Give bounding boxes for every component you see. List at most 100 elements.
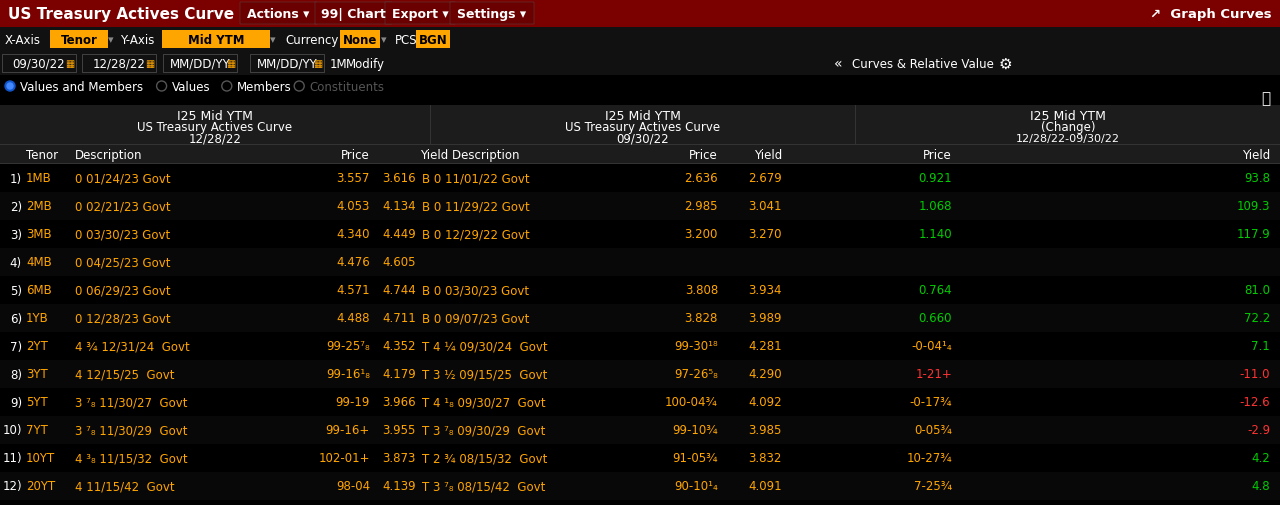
Text: 9): 9): [10, 396, 22, 409]
Text: 102-01+: 102-01+: [319, 451, 370, 465]
Text: 12): 12): [3, 480, 22, 492]
Text: 3.200: 3.200: [685, 228, 718, 241]
Text: ▦: ▦: [65, 59, 74, 69]
Text: 90-10¹₄: 90-10¹₄: [675, 480, 718, 492]
Text: 4.2: 4.2: [1252, 451, 1270, 465]
Text: B 0 09/07/23 Govt: B 0 09/07/23 Govt: [422, 312, 530, 325]
Text: 99-30¹⁸: 99-30¹⁸: [675, 340, 718, 353]
Text: 11): 11): [3, 451, 22, 465]
Text: 3.989: 3.989: [749, 312, 782, 325]
Text: Export ▾: Export ▾: [392, 8, 448, 21]
Text: Yield: Yield: [754, 148, 782, 162]
Text: 4.352: 4.352: [383, 340, 416, 353]
Text: 4.134: 4.134: [383, 200, 416, 213]
Text: 3.270: 3.270: [749, 228, 782, 241]
Text: Description: Description: [76, 148, 142, 162]
Text: 3.966: 3.966: [383, 396, 416, 409]
Text: Members: Members: [237, 80, 292, 93]
Text: Tenor: Tenor: [60, 33, 97, 46]
Text: ▾: ▾: [381, 35, 387, 45]
Text: 4.476: 4.476: [337, 256, 370, 269]
Text: B 0 12/29/22 Govt: B 0 12/29/22 Govt: [422, 228, 530, 241]
Text: 109.3: 109.3: [1236, 200, 1270, 213]
Bar: [0, 76, 1280, 98]
Text: 3.616: 3.616: [383, 172, 416, 185]
Text: Values: Values: [172, 80, 210, 93]
Text: Constituents: Constituents: [310, 80, 384, 93]
Bar: [385, 3, 454, 25]
Text: ↗  Graph Curves: ↗ Graph Curves: [1151, 8, 1272, 21]
Text: 4.139: 4.139: [383, 480, 416, 492]
Bar: [340, 31, 380, 49]
Text: 4MB: 4MB: [26, 256, 51, 269]
Text: 5): 5): [10, 284, 22, 297]
Text: Price: Price: [923, 148, 952, 162]
Text: 4 12/15/25  Govt: 4 12/15/25 Govt: [76, 368, 174, 381]
Text: 1.140: 1.140: [918, 228, 952, 241]
Text: 3.955: 3.955: [383, 424, 416, 437]
Bar: [250, 55, 324, 73]
Text: 12/28/22: 12/28/22: [188, 132, 242, 145]
Bar: [0, 276, 1280, 305]
Text: 93.8: 93.8: [1244, 172, 1270, 185]
Text: 4.605: 4.605: [383, 256, 416, 269]
Text: 🔍: 🔍: [1261, 91, 1270, 106]
Text: 4.449: 4.449: [383, 228, 416, 241]
Text: 1YB: 1YB: [26, 312, 49, 325]
Text: 0 03/30/23 Govt: 0 03/30/23 Govt: [76, 228, 170, 241]
Text: None: None: [343, 33, 378, 46]
Text: 0.764: 0.764: [918, 284, 952, 297]
Text: 99-16+: 99-16+: [325, 424, 370, 437]
Text: 2.679: 2.679: [749, 172, 782, 185]
Text: 20YT: 20YT: [26, 480, 55, 492]
Bar: [3, 55, 76, 73]
Bar: [0, 332, 1280, 360]
Text: 6MB: 6MB: [26, 284, 51, 297]
Text: 97-26⁵₈: 97-26⁵₈: [675, 368, 718, 381]
Text: 0-05¾: 0-05¾: [914, 424, 952, 437]
Text: -0-17¾: -0-17¾: [910, 396, 952, 409]
Text: 4.179: 4.179: [383, 368, 416, 381]
Circle shape: [5, 82, 15, 92]
Text: B 0 03/30/23 Govt: B 0 03/30/23 Govt: [422, 284, 529, 297]
Text: Yield: Yield: [1242, 148, 1270, 162]
Bar: [0, 146, 1280, 165]
Text: Price: Price: [689, 148, 718, 162]
Text: 4): 4): [10, 256, 22, 269]
Text: 99-19: 99-19: [335, 396, 370, 409]
Circle shape: [6, 84, 13, 90]
Bar: [315, 3, 392, 25]
Text: 0.921: 0.921: [918, 172, 952, 185]
Text: 7YT: 7YT: [26, 424, 47, 437]
Text: 10YT: 10YT: [26, 451, 55, 465]
Text: Modify: Modify: [346, 58, 385, 70]
Text: 4.340: 4.340: [337, 228, 370, 241]
Text: 8): 8): [10, 368, 22, 381]
Text: 3 ⁷₈ 11/30/27  Govt: 3 ⁷₈ 11/30/27 Govt: [76, 396, 187, 409]
Text: 0 04/25/23 Govt: 0 04/25/23 Govt: [76, 256, 170, 269]
Text: BGN: BGN: [419, 33, 448, 46]
Text: 81.0: 81.0: [1244, 284, 1270, 297]
Text: Curves & Relative Value: Curves & Relative Value: [852, 58, 993, 70]
Text: I25 Mid YTM: I25 Mid YTM: [177, 109, 253, 122]
Bar: [0, 52, 1280, 76]
Text: 2): 2): [10, 200, 22, 213]
Text: 7.1: 7.1: [1252, 340, 1270, 353]
Text: 3.557: 3.557: [337, 172, 370, 185]
Text: 3.934: 3.934: [749, 284, 782, 297]
Text: 2YT: 2YT: [26, 340, 47, 353]
Bar: [0, 305, 1280, 332]
Text: 99-25⁷₈: 99-25⁷₈: [326, 340, 370, 353]
Text: I25 Mid YTM: I25 Mid YTM: [1030, 109, 1106, 122]
Text: ⚙: ⚙: [998, 57, 1011, 71]
Bar: [0, 444, 1280, 472]
Bar: [0, 360, 1280, 388]
Text: 98-04: 98-04: [335, 480, 370, 492]
Bar: [0, 165, 1280, 192]
Bar: [241, 3, 317, 25]
Text: 99-10¾: 99-10¾: [672, 424, 718, 437]
Text: T 3 ½ 09/15/25  Govt: T 3 ½ 09/15/25 Govt: [422, 368, 548, 381]
Bar: [163, 55, 237, 73]
Text: 3.041: 3.041: [749, 200, 782, 213]
Text: 99-16¹₈: 99-16¹₈: [326, 368, 370, 381]
